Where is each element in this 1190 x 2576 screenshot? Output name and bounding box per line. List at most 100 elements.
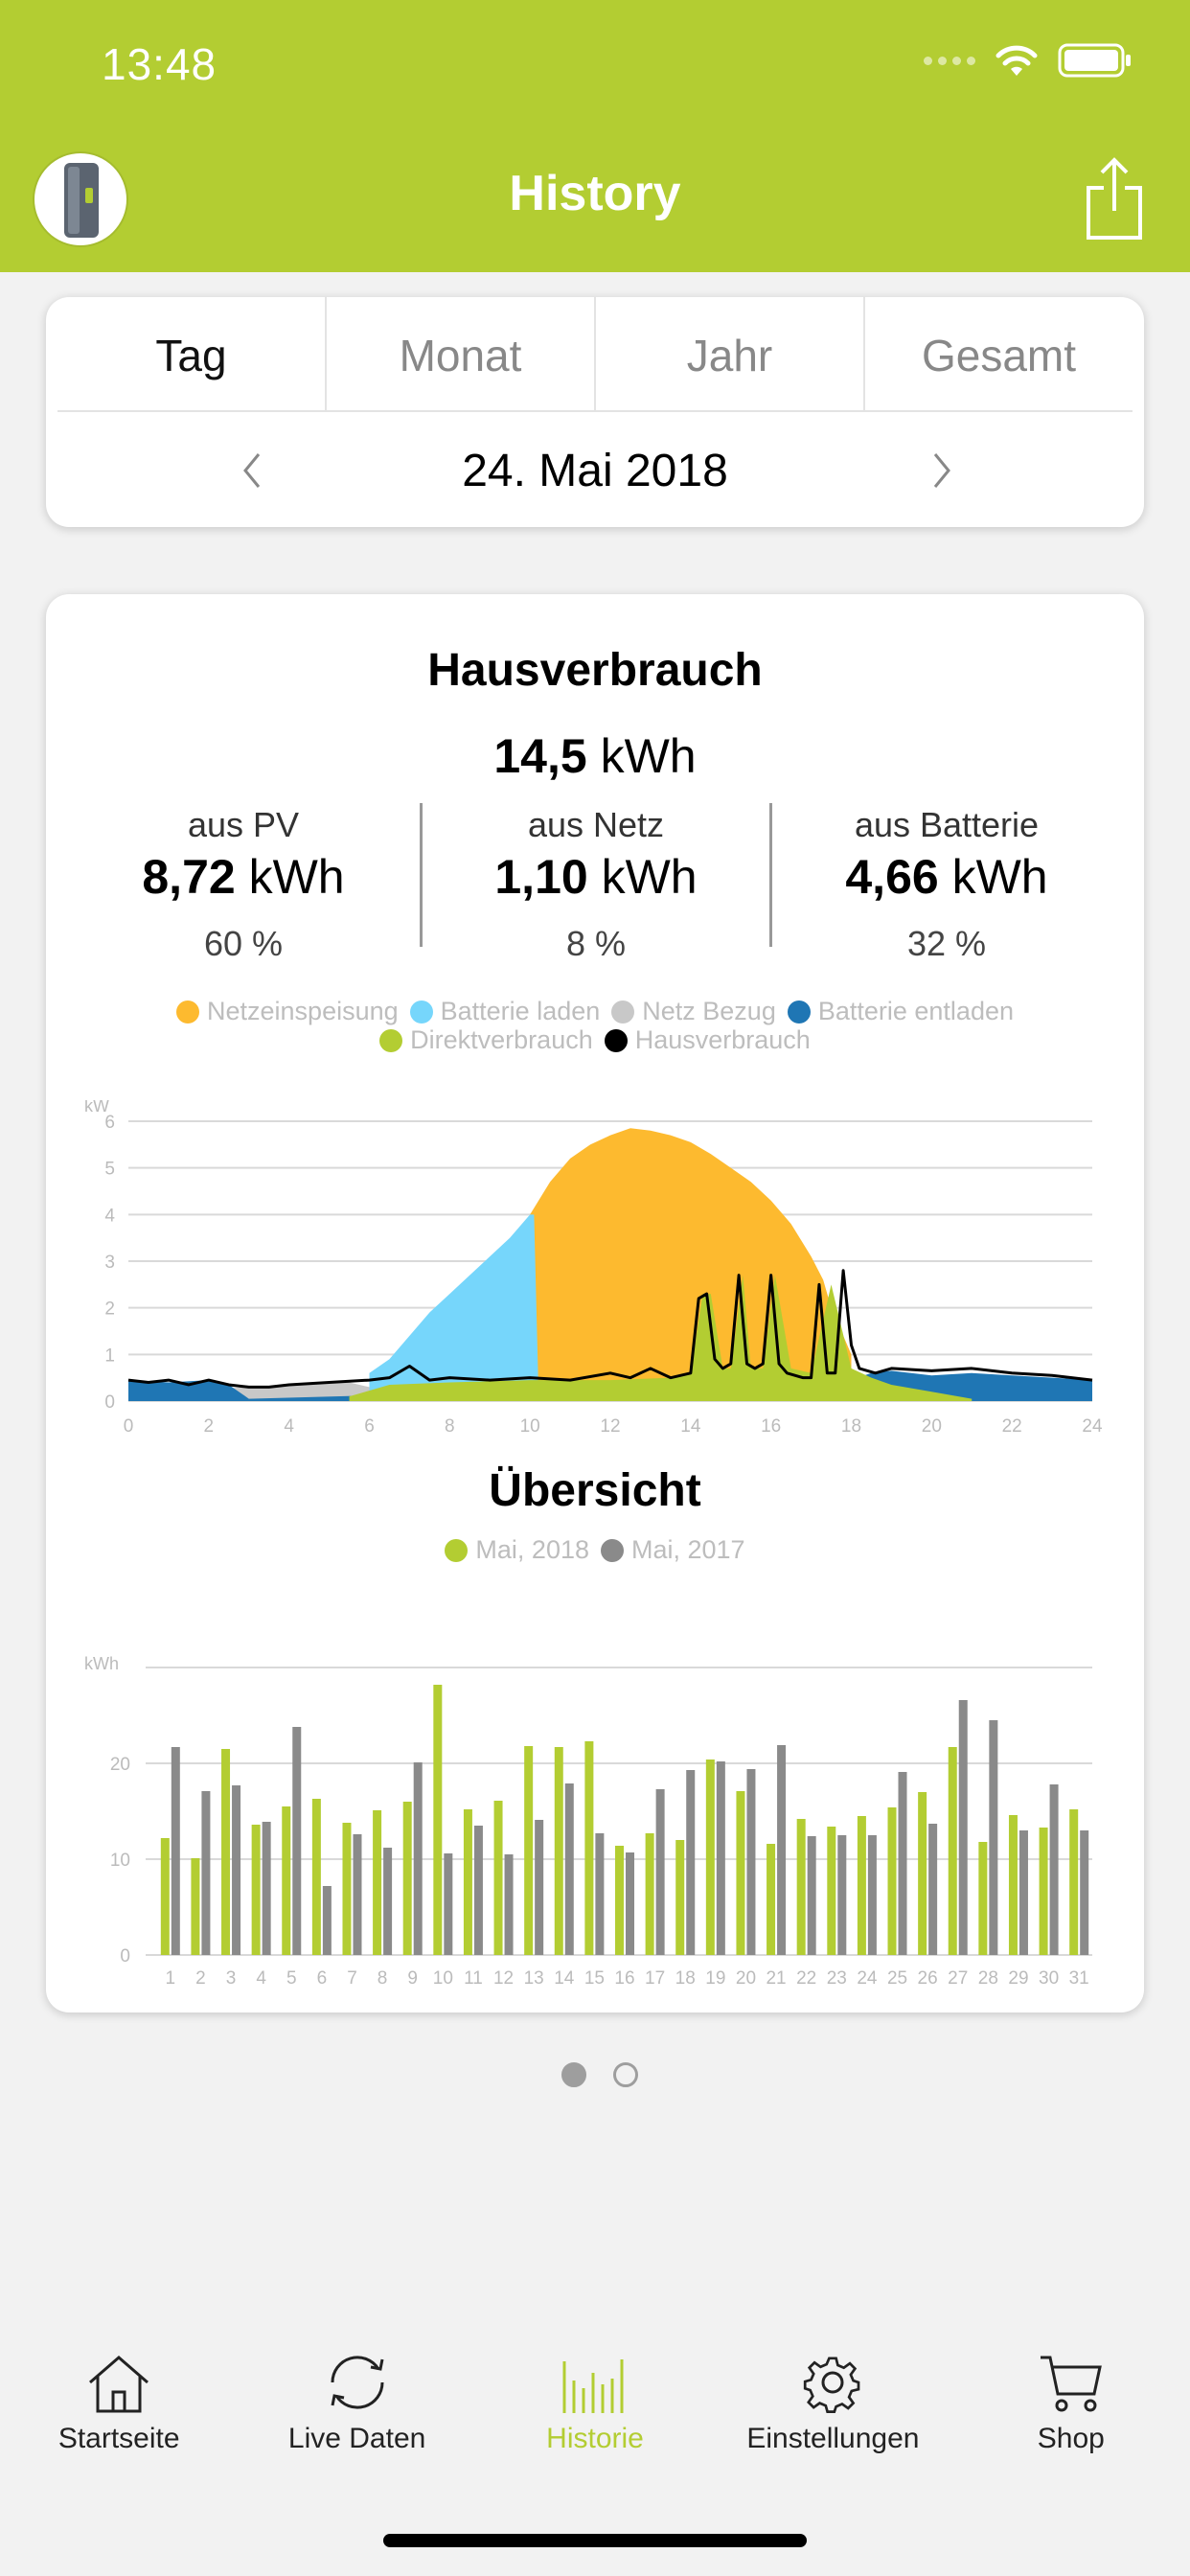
- status-time: 13:48: [102, 39, 217, 89]
- tab-live-daten[interactable]: Live Daten: [238, 2329, 475, 2455]
- stat-number: 1,10: [494, 850, 588, 904]
- x-tick-label: 4: [284, 1416, 294, 1437]
- area-direktverbrauch: [349, 1275, 973, 1401]
- legend-label: Batterie entladen: [817, 997, 1014, 1025]
- consumption-total: 14,5 kWh: [0, 728, 1190, 784]
- bar-2018-day-10: [433, 1685, 443, 1955]
- legend-dot: [611, 1000, 635, 1024]
- period-tabs: Tag Monat Jahr Gesamt: [57, 297, 1133, 412]
- x-tick-label: 9: [407, 1968, 418, 1989]
- current-date: 24. Mai 2018: [462, 446, 728, 496]
- y-tick-label: 5: [104, 1160, 115, 1180]
- device-avatar[interactable]: [34, 153, 126, 245]
- bar-2017-day-18: [686, 1770, 696, 1955]
- next-date-button[interactable]: [927, 447, 956, 494]
- x-tick-label: 30: [1039, 1968, 1059, 1989]
- bar-2018-day-17: [645, 1833, 654, 1955]
- legend-dot: [445, 1539, 469, 1562]
- tab-einstellungen[interactable]: Einstellungen: [714, 2329, 951, 2455]
- x-tick-label: 4: [256, 1968, 266, 1989]
- stat-number: 4,66: [845, 850, 939, 904]
- wifi-icon: [995, 45, 1038, 76]
- bar-2018-day-1: [160, 1838, 170, 1955]
- tab-gesamt[interactable]: Gesamt: [921, 331, 1077, 380]
- x-tick-label: 6: [317, 1968, 328, 1989]
- y-tick-label: 20: [110, 1755, 130, 1775]
- bar-2018-day-3: [221, 1749, 231, 1955]
- legend-dot: [176, 1000, 199, 1024]
- bar-2017-day-14: [564, 1783, 574, 1955]
- bar-2017-day-4: [262, 1822, 271, 1955]
- bar-2018-day-25: [887, 1807, 897, 1955]
- area-batterie-laden: [369, 1214, 538, 1401]
- stat-percent: 8 %: [565, 924, 627, 963]
- x-tick-label: 29: [1008, 1968, 1028, 1989]
- y-axis-label: kWh: [84, 1654, 119, 1673]
- stat-label: aus Netz: [527, 805, 665, 844]
- bar-2018-day-7: [342, 1823, 352, 1955]
- stat-unit: kWh: [951, 850, 1048, 904]
- x-tick-label: 28: [978, 1968, 998, 1989]
- x-tick-label: 22: [1002, 1416, 1022, 1437]
- x-tick-label: 1: [166, 1968, 176, 1989]
- stat-unit: kWh: [248, 850, 345, 904]
- x-tick-label: 16: [614, 1968, 634, 1989]
- legend-label: Batterie laden: [440, 997, 601, 1025]
- bar-2018-day-15: [584, 1741, 594, 1955]
- page-indicator[interactable]: [561, 2062, 638, 2087]
- stat-percent: 32 %: [906, 924, 987, 963]
- x-tick-label: 18: [841, 1416, 861, 1437]
- x-tick-label: 3: [226, 1968, 237, 1989]
- x-tick-label: 8: [378, 1968, 388, 1989]
- tab-shop[interactable]: Shop: [952, 2329, 1190, 2455]
- tab-historie[interactable]: Historie: [476, 2329, 714, 2455]
- bar-2018-day-16: [615, 1846, 624, 1955]
- consumption-title: Hausverbrauch: [427, 645, 763, 696]
- x-tick-label: 14: [680, 1416, 701, 1437]
- bar-2017-day-15: [595, 1833, 605, 1955]
- legend-label: Hausverbrauch: [634, 1025, 811, 1054]
- bar-2017-day-23: [837, 1835, 847, 1955]
- stat-value: 4,66 kWh: [774, 849, 1119, 905]
- page-dot-1[interactable]: [561, 2062, 586, 2087]
- bar-2018-day-11: [463, 1809, 472, 1955]
- bar-2018-day-20: [736, 1791, 745, 1955]
- x-tick-label: 10: [520, 1416, 540, 1437]
- page-dot-2[interactable]: [613, 2062, 638, 2087]
- tab-tag[interactable]: Tag: [57, 297, 327, 410]
- x-tick-label: 26: [918, 1968, 938, 1989]
- bar-2018-day-2: [191, 1858, 200, 1955]
- bar-2018-day-23: [827, 1827, 836, 1955]
- history-bars-icon: [562, 2359, 624, 2413]
- bar-2018-day-14: [554, 1747, 563, 1955]
- tab-jahr[interactable]: Jahr: [596, 297, 865, 410]
- x-tick-label: 20: [922, 1416, 942, 1437]
- house-icon: [89, 2356, 149, 2413]
- signal-dots-icon: [924, 56, 975, 65]
- legend-item: Batterie entladen: [787, 997, 1014, 1025]
- x-tick-label: 6: [364, 1416, 375, 1437]
- x-tick-label: 15: [584, 1968, 605, 1989]
- total-unit: kWh: [600, 729, 697, 783]
- page-title: History: [509, 166, 681, 221]
- tab-startseite[interactable]: Startseite: [0, 2329, 238, 2455]
- legend-dot: [409, 1000, 433, 1024]
- previous-date-button[interactable]: [238, 447, 266, 494]
- share-button[interactable]: [1081, 155, 1148, 246]
- overview-title: Übersicht: [489, 1465, 701, 1516]
- bar-2017-day-10: [444, 1853, 453, 1955]
- bar-2017-day-28: [989, 1720, 998, 1955]
- bar-2017-day-22: [807, 1836, 816, 1955]
- y-tick-label: 0: [104, 1392, 115, 1413]
- bar-2017-day-30: [1049, 1784, 1059, 1955]
- bar-2017-day-29: [1018, 1830, 1028, 1955]
- bar-2018-day-18: [675, 1840, 685, 1955]
- total-value: 14,5: [493, 729, 587, 783]
- bar-2018-day-24: [857, 1816, 866, 1955]
- bar-2018-day-12: [493, 1801, 503, 1955]
- tab-monat[interactable]: Monat: [327, 297, 596, 410]
- x-tick-label: 2: [195, 1968, 206, 1989]
- x-tick-label: 25: [887, 1968, 907, 1989]
- x-tick-label: 14: [554, 1968, 575, 1989]
